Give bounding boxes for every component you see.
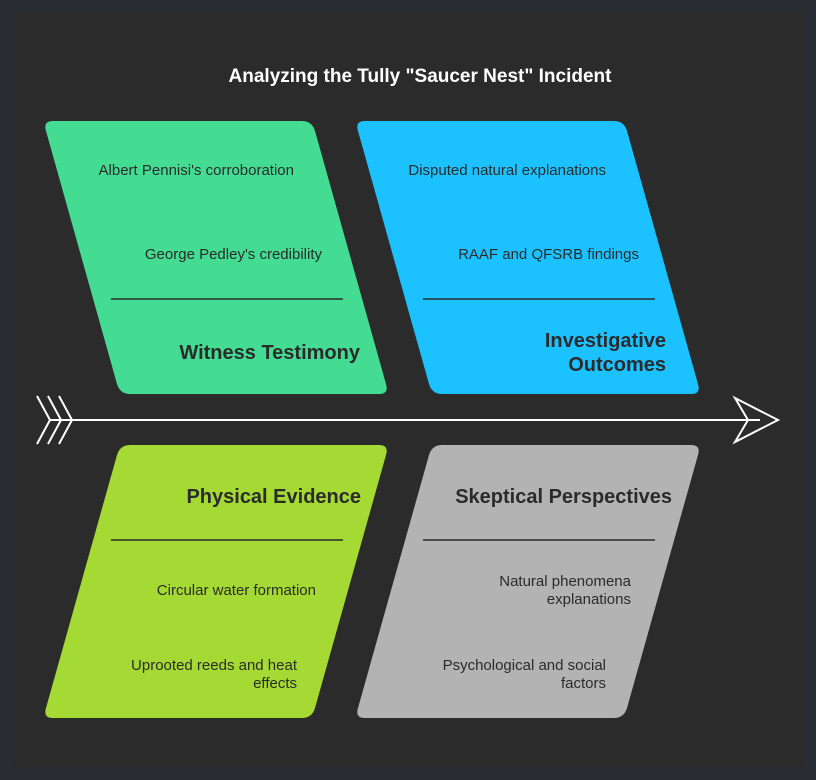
cause-uprooted-reeds: Uprooted reeds and heat effects (131, 657, 297, 692)
cause-raaf-qfsrb: RAAF and QFSRB findings (458, 246, 639, 263)
panel-witness-testimony (45, 121, 387, 394)
tail-chevron-1 (36, 395, 52, 445)
cause-natural-phenomena: Natural phenomena explanations (499, 573, 631, 608)
arrowhead (732, 395, 781, 445)
cause-george-pedley: George Pedley's credibility (144, 246, 322, 263)
category-skeptical-perspectives: Skeptical Perspectives (455, 486, 672, 508)
cause-disputed-natural: Disputed natural explanations (408, 162, 606, 179)
diagram-title: Analyzing the Tully "Saucer Nest" Incide… (228, 66, 612, 87)
category-physical-evidence: Physical Evidence (186, 486, 361, 508)
cause-psychological-social: Psychological and social factors (442, 657, 606, 692)
tail-chevron-3 (58, 395, 74, 445)
panel-skeptical-perspectives (357, 445, 699, 718)
cause-albert-pennisi: Albert Pennisi's corroboration (98, 162, 294, 179)
cause-circular-water: Circular water formation (156, 582, 316, 599)
spine-arrow (36, 395, 781, 445)
category-witness-testimony: Witness Testimony (179, 342, 360, 364)
panel-physical-evidence (45, 445, 387, 718)
panel-investigative-outcomes (357, 121, 699, 394)
category-investigative-outcomes: Investigative Outcomes (544, 330, 666, 376)
tail-chevron-2 (47, 395, 63, 445)
